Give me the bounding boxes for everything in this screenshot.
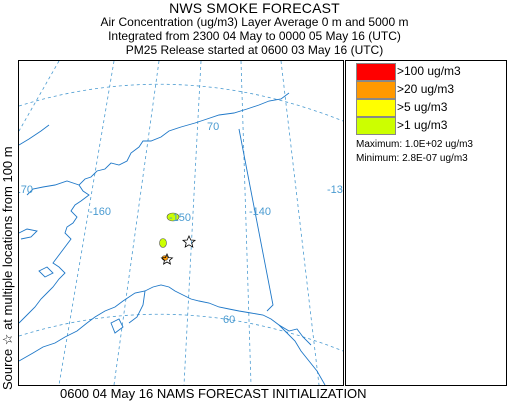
legend-panel: >100 ug/m3 >20 ug/m3 >5 ug/m3 >1 ug/m3 M… xyxy=(345,60,507,386)
legend-label-1: >1 ug/m3 xyxy=(397,118,448,132)
minimum-value: Minimum: 2.8E-07 ug/m3 xyxy=(356,153,468,164)
grid-label-lat70: 70 xyxy=(207,121,219,133)
canada-border xyxy=(238,128,274,312)
concentration-subtitle: Air Concentration (ug/m3) Layer Average … xyxy=(100,15,409,29)
legend-swatch-1 xyxy=(356,117,396,135)
source-star-east xyxy=(181,235,197,248)
release-info: PM25 Release started at 0600 03 May 16 (… xyxy=(125,43,384,57)
smoke-plume-central xyxy=(159,238,167,248)
longitude-130-line xyxy=(280,61,320,385)
alaska-map: 70 -170 -160 -150 -140 -130 60 xyxy=(19,61,343,385)
forecast-initialization: 0600 04 May 16 NAMS FORECAST INITIALIZAT… xyxy=(60,386,367,401)
integration-period: Integrated from 2300 04 May to 0000 05 M… xyxy=(108,29,401,43)
legend-swatch-100 xyxy=(356,63,396,81)
smoke-plumes xyxy=(159,212,180,261)
longitude-140-line xyxy=(240,61,252,385)
grid-label-lon130: -130 xyxy=(327,184,343,196)
st-lawrence-island xyxy=(19,228,38,240)
map-panel: 70 -170 -160 -150 -140 -130 60 xyxy=(18,60,344,386)
legend-label-100: >100 ug/m3 xyxy=(397,64,461,78)
grid-label-lon170: -170 xyxy=(19,184,33,196)
panhandle-coast xyxy=(278,324,312,346)
latitude-70-line xyxy=(19,83,343,122)
legend-swatch-5 xyxy=(356,99,396,117)
longitude-160-line xyxy=(113,61,160,385)
smoke-plume-north xyxy=(166,212,180,222)
grid-label-lon160: -160 xyxy=(89,206,111,218)
coastlines xyxy=(19,92,326,385)
south-coastline xyxy=(19,284,326,385)
legend-swatch-20 xyxy=(356,81,396,99)
grid-labels: 70 -170 -160 -150 -140 -130 60 xyxy=(19,121,343,326)
grid-label-lat60: 60 xyxy=(223,314,235,326)
longitude-150-line xyxy=(183,61,202,385)
legend-label-5: >5 ug/m3 xyxy=(397,100,448,114)
longitude-180-line xyxy=(19,61,60,132)
grid-lines xyxy=(19,61,343,385)
seward-peninsula xyxy=(26,180,80,196)
nunivak-island xyxy=(38,266,54,278)
maximum-value: Maximum: 1.0E+02 ug/m3 xyxy=(356,139,473,150)
latitude-60-line xyxy=(19,313,343,352)
kenai-peninsula xyxy=(128,290,146,324)
source-label: Source ☆ at multiple locations from 100 … xyxy=(0,146,15,390)
grid-label-lon150: -150 xyxy=(169,212,191,224)
kodiak-island xyxy=(110,318,124,334)
source-star-south xyxy=(160,253,174,265)
legend-label-20: >20 ug/m3 xyxy=(397,82,455,96)
longitude-170-line xyxy=(58,61,115,385)
forecast-title: NWS SMOKE FORECAST xyxy=(169,0,340,16)
siberia-coastline xyxy=(19,124,50,146)
grid-label-lon140: -140 xyxy=(249,206,271,218)
source-markers xyxy=(160,235,197,265)
